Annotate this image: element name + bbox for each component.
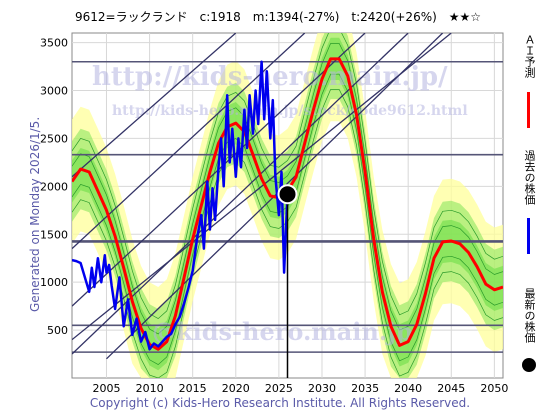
- generated-date-label: Generated on Monday 2026/1/5.: [28, 116, 42, 312]
- x-tick-label: 2010: [136, 382, 164, 395]
- y-tick-label: 1500: [40, 228, 68, 241]
- x-tick-label: 2035: [351, 382, 379, 395]
- latest-price-marker: [277, 184, 298, 205]
- y-tick-label: 2000: [40, 180, 68, 193]
- x-tick-label: 2045: [437, 382, 465, 395]
- x-tick-label: 2020: [222, 382, 250, 395]
- forecast-band-line: [72, 43, 503, 335]
- x-tick-label: 2050: [480, 382, 508, 395]
- watermark-url1: http://kids-hero.main.jp/: [92, 62, 448, 92]
- legend-past-label: 過去の株価: [523, 150, 536, 205]
- legend-latest-label: 最新の株価: [523, 288, 536, 343]
- y-tick-label: 3000: [40, 85, 68, 98]
- trendline: [72, 33, 237, 178]
- forecast-band-line: [72, 33, 503, 320]
- watermark: http://kids-hero.main.jp/ http://kids-he…: [92, 62, 468, 346]
- watermark-email: @kids-hero.main.jp: [152, 317, 413, 346]
- legend-forecast-swatch: [527, 92, 530, 128]
- trendline: [72, 33, 452, 341]
- trendline: [72, 33, 306, 250]
- copyright-footer: Copyright (c) Kids-Hero Research Institu…: [89, 396, 471, 410]
- x-tick-label: 2030: [308, 382, 336, 395]
- legend-forecast-label: ＡＩ予測: [523, 34, 536, 78]
- y-tick-label: 1000: [40, 276, 68, 289]
- x-tick-label: 2015: [179, 382, 207, 395]
- x-tick-label: 2025: [265, 382, 293, 395]
- watermark-url2: http://kids-hero.main.jp/stock/code9612.…: [112, 103, 468, 119]
- y-tick-label: 500: [47, 324, 68, 337]
- legend-latest-swatch: [522, 358, 536, 372]
- y-tick-label: 3500: [40, 37, 68, 50]
- chart-header: 9612=ラックランド c:1918 m:1394(-27%) t:2420(+…: [75, 10, 482, 24]
- latest-marker-layer: [277, 184, 298, 378]
- x-tick-label: 2005: [92, 382, 120, 395]
- past-price-line: [72, 60, 289, 351]
- axis-ticks: 2005 2010 2015 2020 2025 2030 2035 2040 2045 2050…: [40, 37, 508, 395]
- legend-past-swatch: [527, 218, 530, 254]
- x-tick-label: 2040: [394, 382, 422, 395]
- y-tick-label: 2500: [40, 132, 68, 145]
